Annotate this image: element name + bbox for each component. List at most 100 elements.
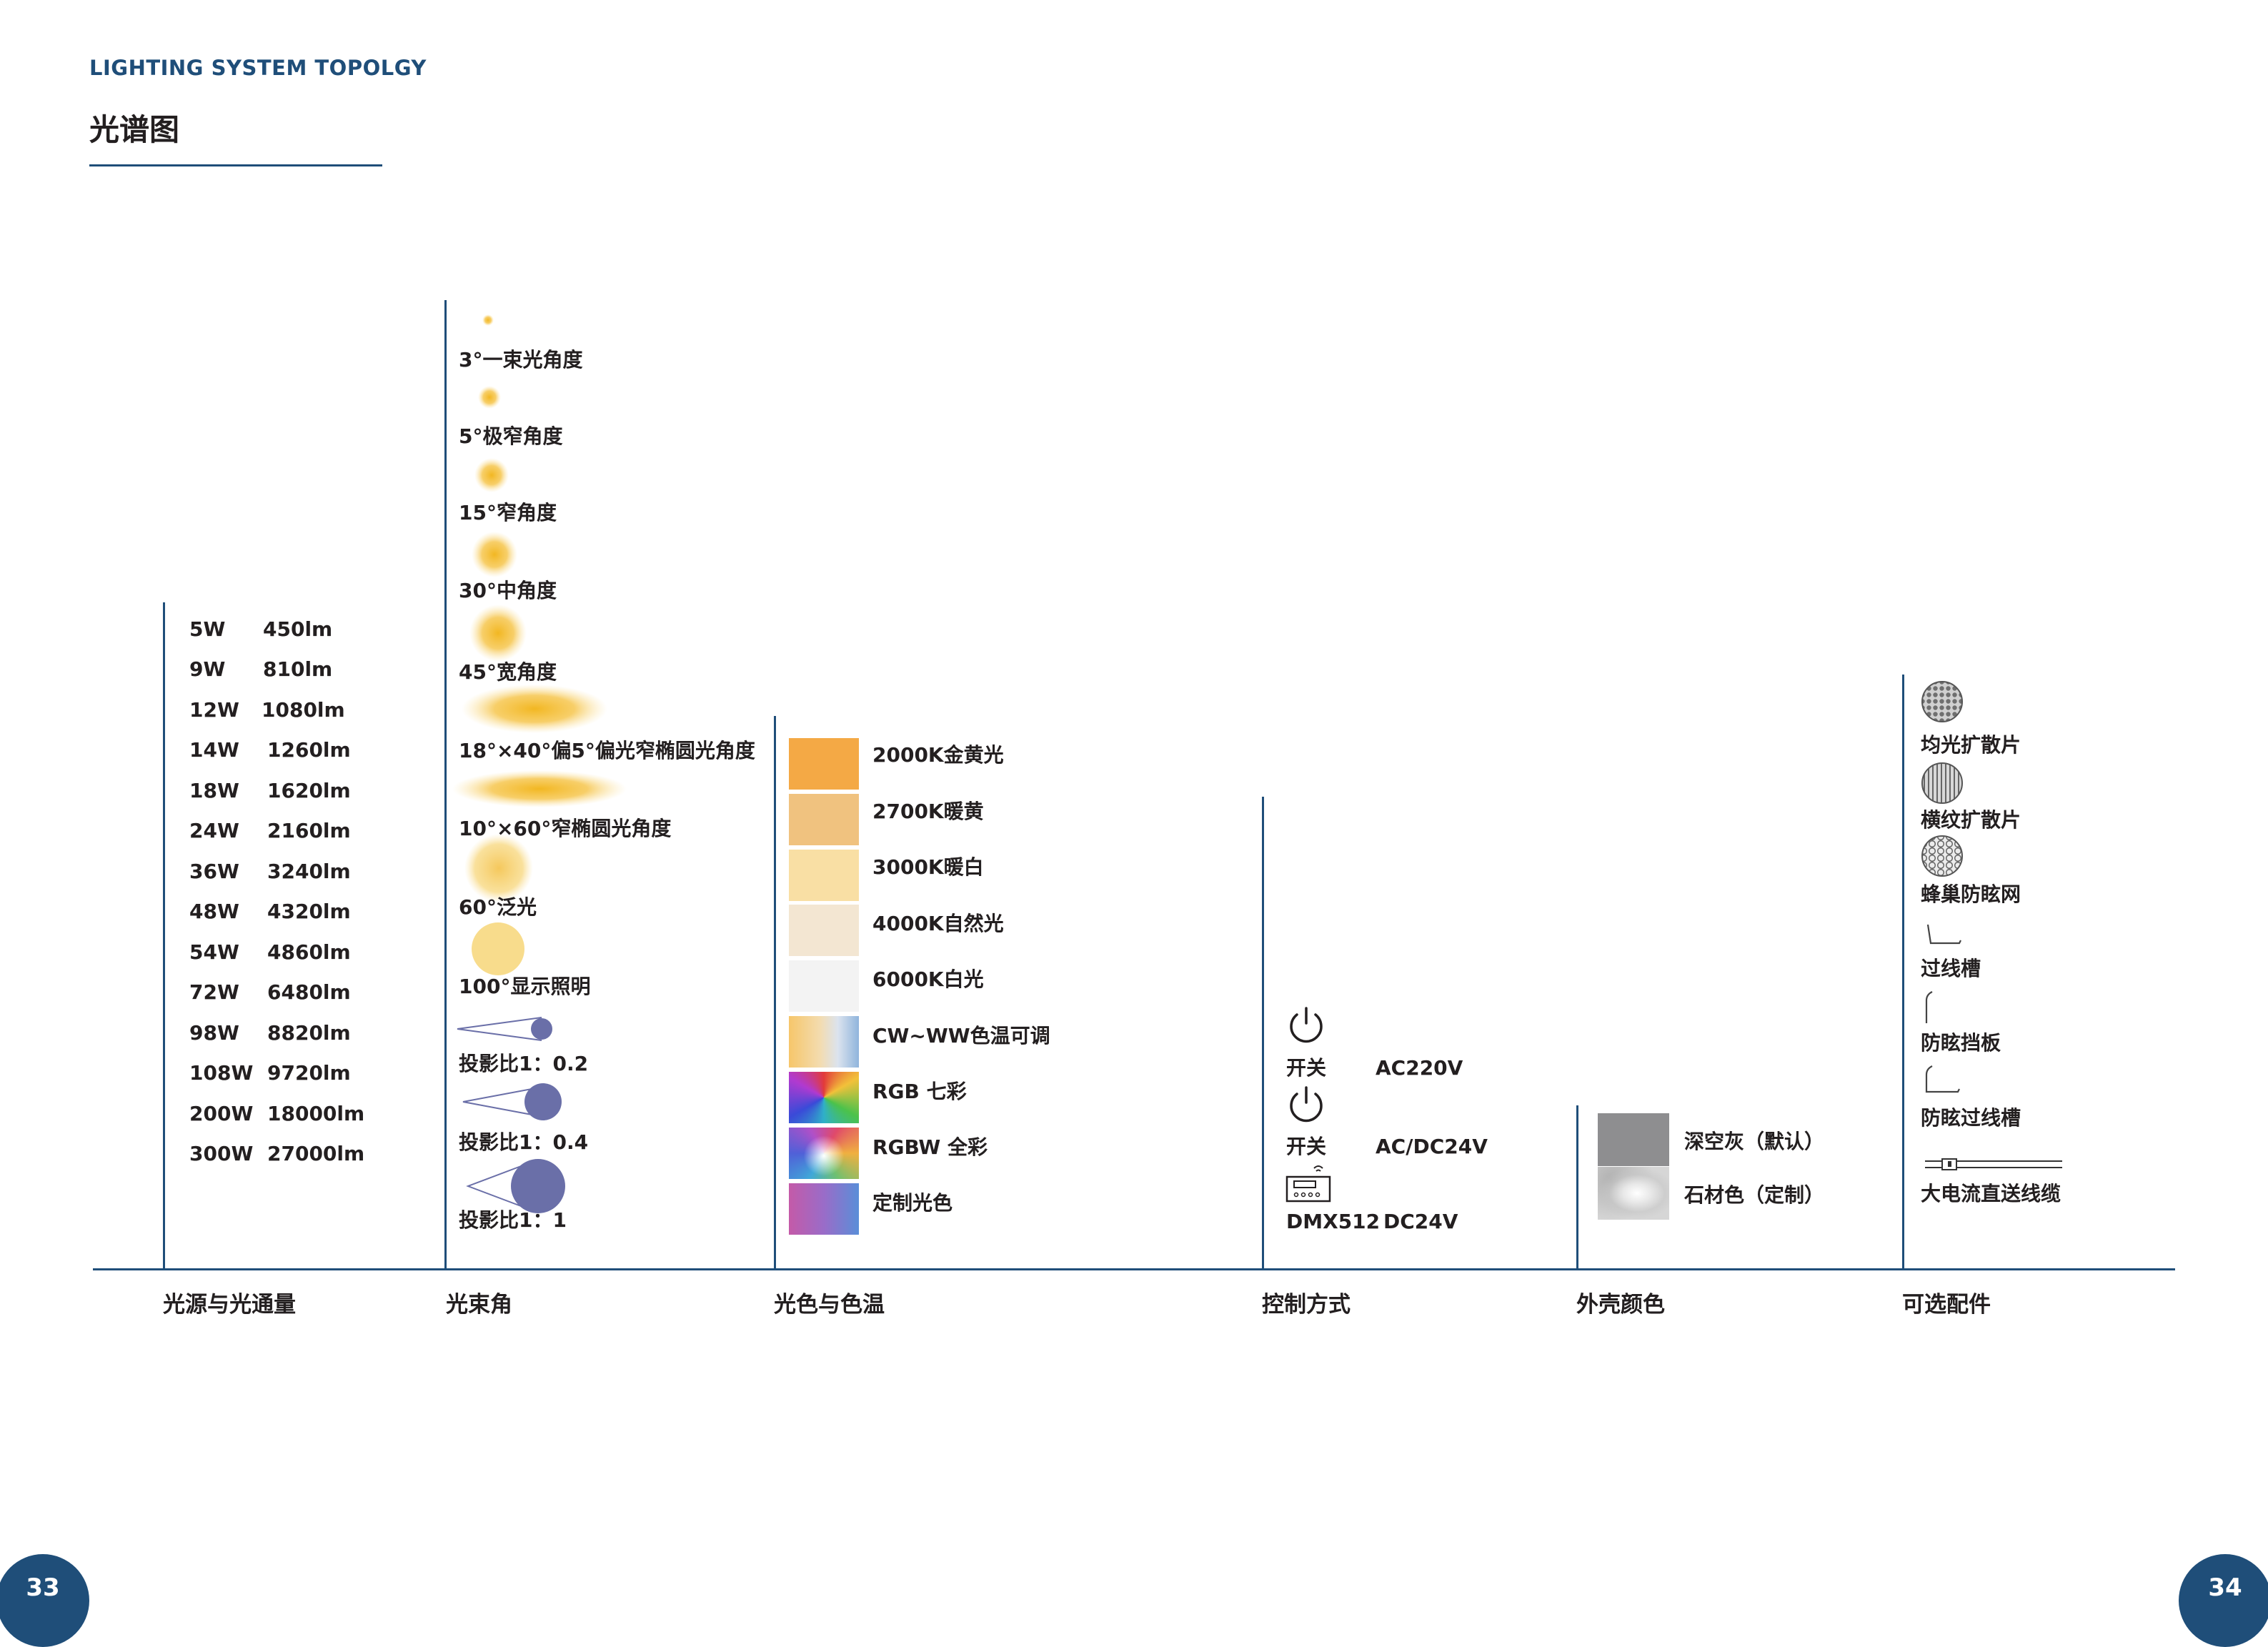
category-housing-color: 外壳颜色 <box>1576 1292 1665 1318</box>
flux-lumen: 6480lm <box>267 980 351 1004</box>
beam-label: 15°窄角度 <box>459 501 557 524</box>
color-label: RGBW 全彩 <box>872 1135 988 1159</box>
divider-accessories <box>1902 675 1904 1270</box>
flux-watt: 18W <box>189 779 239 802</box>
flux-lumen: 1620lm <box>267 779 351 802</box>
page-number-left: 33 <box>0 1554 89 1647</box>
control-name: DMX512 <box>1286 1210 1381 1233</box>
beam-100deg-icon <box>472 922 524 975</box>
dmx-controller-icon <box>1285 1165 1331 1203</box>
cable-icon <box>1925 1158 2062 1170</box>
control-voltage: AC220V <box>1376 1056 1463 1080</box>
housing-label: 深空灰（默认） <box>1684 1130 1825 1153</box>
control-voltage: AC/DC24V <box>1376 1135 1488 1158</box>
page-title: 光谱图 <box>89 112 180 147</box>
power-icon <box>1290 1007 1323 1043</box>
divider-beam-angle <box>444 300 447 1270</box>
flux-watt: 5W <box>189 617 226 641</box>
flux-lumen: 8820lm <box>267 1021 351 1045</box>
honeycomb-icon <box>1921 835 1963 877</box>
baseline-rule <box>93 1268 2175 1270</box>
beam-3deg-icon <box>482 314 494 326</box>
page-number-left-text: 33 <box>26 1573 60 1602</box>
beam-label: 60°泛光 <box>459 895 537 919</box>
category-control: 控制方式 <box>1262 1292 1351 1318</box>
divider-light-source <box>163 602 165 1270</box>
diffuser-dots-icon <box>1921 681 1963 722</box>
beam-label: 30°中角度 <box>459 579 557 602</box>
housing-label: 石材色（定制） <box>1684 1183 1825 1207</box>
color-swatch-tunable <box>789 1016 859 1068</box>
beam-label: 投影比1：0.4 <box>459 1130 589 1154</box>
beam-15deg-icon <box>474 458 509 492</box>
accessory-label: 大电流直送线缆 <box>1921 1182 2061 1205</box>
flux-lumen: 1080lm <box>262 698 345 722</box>
beam-label: 投影比1：0.2 <box>459 1052 589 1075</box>
diffuser-lines-icon <box>1921 762 1963 804</box>
divider-housing-color <box>1576 1105 1578 1270</box>
control-voltage: DC24V <box>1383 1210 1458 1233</box>
color-swatch <box>789 794 859 845</box>
flux-watt: 98W <box>189 1021 239 1045</box>
control-name: 开关 <box>1286 1056 1327 1080</box>
flux-lumen: 27000lm <box>267 1142 365 1165</box>
color-swatch <box>789 850 859 901</box>
flux-watt: 9W <box>189 657 226 681</box>
flux-watt: 14W <box>189 738 239 762</box>
color-swatch-rgb <box>789 1072 859 1123</box>
flux-watt: 108W <box>189 1061 254 1085</box>
beam-60deg-icon <box>464 834 533 902</box>
projection-ratio-icon <box>457 1017 552 1041</box>
category-light-source: 光源与光通量 <box>163 1292 296 1318</box>
category-accessories: 可选配件 <box>1902 1292 1991 1318</box>
beam-label: 100°显示照明 <box>459 975 591 998</box>
flux-lumen: 1260lm <box>267 738 351 762</box>
header-rule <box>89 164 382 166</box>
beam-label: 3°一束光角度 <box>459 348 583 372</box>
color-swatch-rgbw <box>789 1128 859 1179</box>
housing-swatch-gray <box>1598 1113 1669 1166</box>
flux-lumen: 18000lm <box>267 1102 365 1125</box>
page-number-right-text: 34 <box>2208 1573 2242 1602</box>
beam-label: 18°×40°偏5°偏光窄椭圆光角度 <box>459 739 755 762</box>
beam-label: 投影比1：1 <box>459 1208 567 1232</box>
color-label: RGB 七彩 <box>872 1080 967 1103</box>
flux-watt: 300W <box>189 1142 254 1165</box>
flux-lumen: 810lm <box>263 657 333 681</box>
flux-lumen: 9720lm <box>267 1061 351 1085</box>
accessory-label: 蜂巢防眩网 <box>1921 882 2021 906</box>
color-label: CW~WW色温可调 <box>872 1024 1050 1048</box>
color-label: 4000K自然光 <box>872 912 1004 935</box>
power-icon <box>1290 1086 1323 1123</box>
color-label: 3000K暖白 <box>872 855 984 879</box>
flux-lumen: 4860lm <box>267 940 351 964</box>
flux-watt: 36W <box>189 860 239 883</box>
flux-lumen: 2160lm <box>267 819 351 842</box>
accessory-label: 防眩过线槽 <box>1921 1106 2021 1130</box>
accessory-label: 横纹扩散片 <box>1921 808 2021 832</box>
wire-slot-icon <box>1926 924 1961 945</box>
accessory-label: 均光扩散片 <box>1921 733 2021 757</box>
color-label: 2000K金黄光 <box>872 743 1004 767</box>
beam-45deg-icon <box>469 604 527 662</box>
projection-ratio-icon <box>466 1159 565 1213</box>
flux-watt: 200W <box>189 1102 254 1125</box>
category-beam-angle: 光束角 <box>446 1292 512 1318</box>
category-light-color: 光色与色温 <box>774 1292 885 1318</box>
page-number-right: 34 <box>2179 1554 2268 1647</box>
beam-label: 5°极窄角度 <box>459 424 563 448</box>
flux-lumen: 3240lm <box>267 860 351 883</box>
beam-ellipse-18x40-icon <box>462 685 607 733</box>
beam-icons <box>452 314 627 1213</box>
glare-baffle-icon <box>1925 991 1933 1023</box>
color-swatch <box>789 738 859 790</box>
housing-swatch-stone <box>1598 1167 1669 1220</box>
control-name: 开关 <box>1286 1135 1327 1158</box>
color-swatch-custom <box>789 1183 859 1235</box>
glare-wire-slot-icon <box>1925 1065 1960 1093</box>
flux-watt: 24W <box>189 819 239 842</box>
divider-control <box>1262 797 1264 1270</box>
header-subtitle: LIGHTING SYSTEM TOPOLGY <box>89 56 427 80</box>
color-label: 2700K暖黄 <box>872 800 984 823</box>
divider-light-color <box>774 716 776 1270</box>
